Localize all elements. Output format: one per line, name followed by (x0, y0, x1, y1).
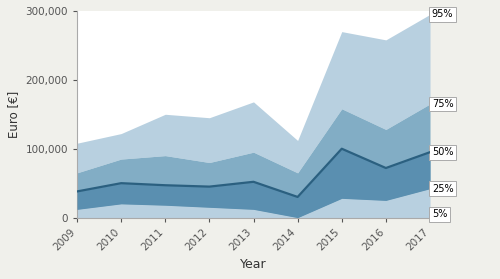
Text: 75%: 75% (432, 99, 454, 109)
Text: 5%: 5% (432, 209, 447, 219)
Text: 25%: 25% (432, 184, 454, 194)
Text: 50%: 50% (432, 147, 454, 157)
Text: 95%: 95% (432, 9, 454, 19)
Y-axis label: Euro [€]: Euro [€] (7, 91, 20, 138)
X-axis label: Year: Year (240, 258, 267, 271)
